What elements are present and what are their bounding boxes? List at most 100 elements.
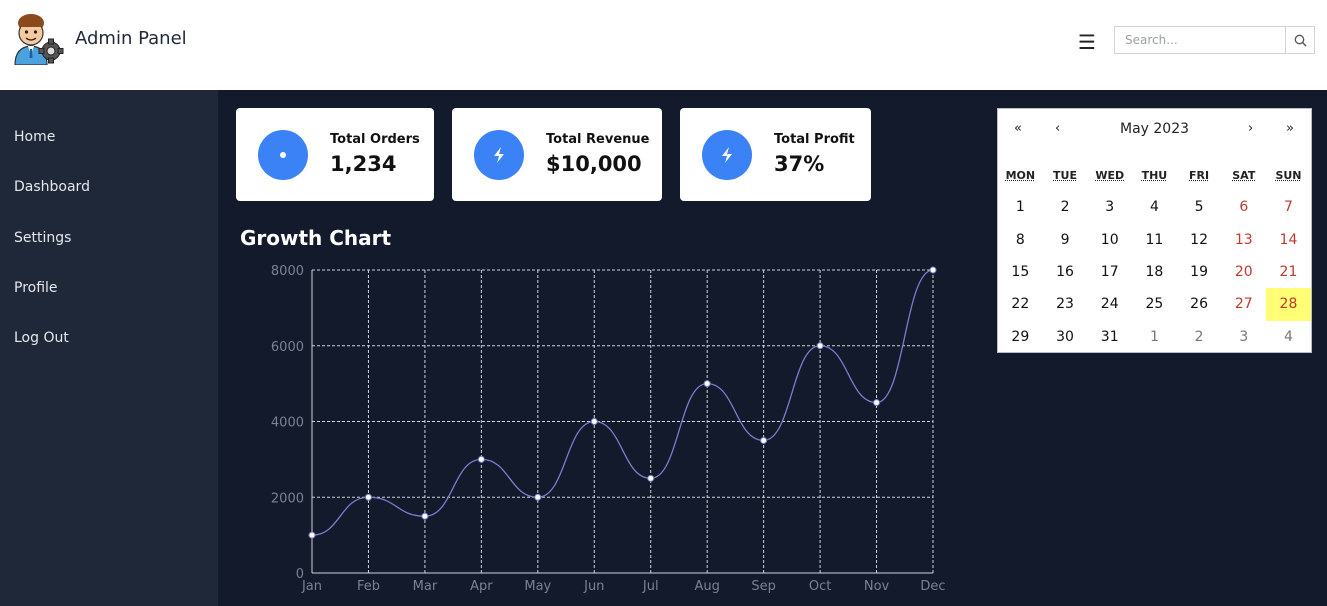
calendar-day[interactable]: 19 xyxy=(1190,263,1208,280)
next-month-button[interactable]: › xyxy=(1248,121,1254,136)
x-tick-label: Nov xyxy=(864,579,890,594)
calendar-month-label: May 2023 xyxy=(1119,121,1190,137)
calendar-day[interactable]: 15 xyxy=(1011,263,1030,280)
calendar-day[interactable]: 1 xyxy=(1015,199,1025,216)
stat-value: $10,000 xyxy=(546,152,642,176)
calendar-day[interactable]: 7 xyxy=(1284,199,1293,216)
stat-card-orders: Total Orders 1,234 xyxy=(236,108,434,201)
x-tick-label: Apr xyxy=(470,579,493,594)
x-tick-label: Mar xyxy=(413,579,438,594)
stat-label: Total Profit xyxy=(774,132,855,147)
stat-value: 1,234 xyxy=(330,152,397,176)
x-tick-label: Sep xyxy=(751,579,776,594)
bolt-icon xyxy=(474,130,524,180)
calendar-day[interactable]: 2 xyxy=(1060,199,1070,216)
bolt-icon xyxy=(702,130,752,180)
calendar-day[interactable]: 13 xyxy=(1234,231,1253,248)
sidebar-item-logout[interactable]: Log Out xyxy=(14,330,69,346)
calendar-day[interactable]: 9 xyxy=(1060,231,1070,248)
calendar-day[interactable]: 6 xyxy=(1239,199,1249,216)
calendar-day[interactable]: 27 xyxy=(1234,296,1253,313)
calendar-day[interactable]: 31 xyxy=(1100,328,1119,345)
y-tick-label: 2000 xyxy=(271,491,304,506)
prev-month-button[interactable]: ‹ xyxy=(1055,121,1061,136)
sidebar-item-home[interactable]: Home xyxy=(14,129,56,145)
y-tick-label: 4000 xyxy=(271,416,304,431)
search-button[interactable] xyxy=(1285,27,1314,53)
calendar-day[interactable]: 11 xyxy=(1145,231,1164,248)
weekday-sun: SUN xyxy=(1275,169,1302,182)
data-point xyxy=(590,418,598,425)
calendar-day[interactable]: 26 xyxy=(1190,296,1208,313)
calendar-day[interactable]: 24 xyxy=(1100,296,1119,313)
calendar: « ‹ May 2023 › » MON TUE WED THU FRI SAT SUN 1… xyxy=(997,108,1312,353)
stat-card-profit: Total Profit 37% xyxy=(680,108,871,201)
calendar-day[interactable]: 17 xyxy=(1100,263,1119,280)
calendar-day-grid: 1 2 3 4 5 6 7 8 9 10 11 12 13 14 15 16 17 18 19 20 21 22 23 24 2… xyxy=(998,191,1311,353)
calendar-day[interactable]: 16 xyxy=(1056,263,1074,280)
data-point xyxy=(647,474,655,482)
weekday-thu: THU xyxy=(1141,169,1168,182)
calendar-day[interactable]: 22 xyxy=(1011,296,1030,313)
weekday-fri: FRI xyxy=(1189,169,1210,182)
sidebar-item-profile[interactable]: Profile xyxy=(14,280,58,296)
calendar-day[interactable]: 21 xyxy=(1279,263,1298,280)
y-tick-label: 8000 xyxy=(271,264,304,279)
calendar-day[interactable]: 1 xyxy=(1149,328,1159,345)
weekday-sat: SAT xyxy=(1232,169,1256,182)
calendar-day[interactable]: 5 xyxy=(1194,199,1204,216)
weekday-mon: MON xyxy=(1005,169,1036,182)
calendar-day[interactable]: 3 xyxy=(1239,328,1249,345)
hamburger-icon[interactable]: ☰ xyxy=(1078,30,1096,54)
calendar-week-row: 1 2 3 4 5 6 7 xyxy=(998,191,1311,223)
calendar-day[interactable]: 23 xyxy=(1056,296,1074,313)
data-point xyxy=(703,380,711,388)
calendar-week-row: 8 9 10 11 12 13 14 xyxy=(998,223,1311,255)
calendar-day[interactable]: 12 xyxy=(1190,231,1208,248)
data-point xyxy=(364,493,372,501)
calendar-day[interactable]: 10 xyxy=(1100,231,1119,248)
data-point xyxy=(477,455,485,463)
calendar-day[interactable]: 4 xyxy=(1149,199,1159,216)
calendar-day[interactable]: 30 xyxy=(1056,328,1074,345)
sidebar: Home Dashboard Settings Profile Log Out xyxy=(0,90,218,606)
search-input[interactable] xyxy=(1115,27,1285,53)
prev-year-button[interactable]: « xyxy=(1014,121,1022,136)
weekday-tue: TUE xyxy=(1053,169,1077,182)
x-tick-label: Feb xyxy=(357,579,380,594)
x-tick-label: Jul xyxy=(642,579,659,594)
calendar-week-row: 29 30 31 1 2 3 4 xyxy=(998,321,1311,353)
stat-value: 37% xyxy=(774,152,825,176)
calendar-weekday-header: MON TUE WED THU FRI SAT SUN xyxy=(998,169,1311,182)
calendar-day[interactable]: 18 xyxy=(1145,263,1164,280)
x-tick-label: Dec xyxy=(920,579,945,594)
x-tick-label: Oct xyxy=(809,579,831,594)
calendar-day[interactable]: 4 xyxy=(1284,328,1293,345)
stat-label: Total Revenue xyxy=(546,132,650,147)
calendar-day[interactable]: 20 xyxy=(1234,263,1253,280)
calendar-day[interactable]: 25 xyxy=(1145,296,1164,313)
brand-title: Admin Panel xyxy=(75,28,187,49)
dot-icon xyxy=(258,130,308,180)
next-year-button[interactable]: » xyxy=(1286,121,1294,136)
calendar-week-row: 15 16 17 18 19 20 21 xyxy=(998,256,1311,288)
sidebar-item-settings[interactable]: Settings xyxy=(14,230,72,246)
chart-title: Growth Chart xyxy=(240,226,392,250)
admin-avatar-logo xyxy=(14,14,64,65)
sidebar-item-dashboard[interactable]: Dashboard xyxy=(14,179,90,195)
top-header: Admin Panel ☰ xyxy=(0,0,1327,90)
series-line xyxy=(311,269,934,536)
data-point xyxy=(760,436,768,444)
x-tick-label: Jan xyxy=(301,579,322,594)
growth-chart: 0 2000 4000 6000 8000 Jan Feb Mar Apr May Jun Jul Au… xyxy=(271,264,946,594)
calendar-day[interactable]: 14 xyxy=(1279,231,1298,248)
search-icon xyxy=(1294,34,1306,46)
data-point xyxy=(816,342,824,350)
calendar-day[interactable]: 3 xyxy=(1105,199,1115,216)
calendar-day[interactable]: 28 xyxy=(1266,288,1311,321)
calendar-day[interactable]: 2 xyxy=(1194,328,1204,345)
calendar-day[interactable]: 8 xyxy=(1015,231,1025,248)
calendar-day[interactable]: 29 xyxy=(1011,328,1030,345)
data-point xyxy=(873,399,881,407)
x-tick-label: May xyxy=(524,579,551,594)
